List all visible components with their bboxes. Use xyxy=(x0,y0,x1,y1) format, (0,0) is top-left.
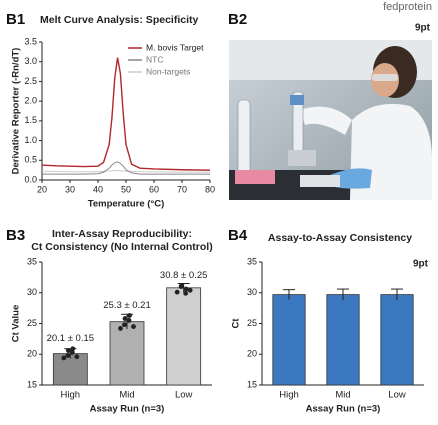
legend-label: Non-targets xyxy=(146,66,190,76)
y-tick-label: 30 xyxy=(27,287,37,297)
x-axis-label: Temperature (°C) xyxy=(88,199,164,210)
x-tick-label: 60 xyxy=(149,184,159,194)
y-axis-label: Derivative Reporter (-Rn/dT) xyxy=(11,48,22,175)
data-point xyxy=(74,354,80,360)
y-tick-label: 15 xyxy=(27,379,37,389)
series-line xyxy=(41,57,211,171)
data-point xyxy=(118,326,123,331)
x-tick-label: 40 xyxy=(93,184,103,194)
x-tick-label: Mid xyxy=(119,390,134,401)
y-tick-label: 35 xyxy=(27,256,37,266)
y-axis-label: Ct xyxy=(231,318,242,329)
legend-label: M. bovis Target xyxy=(146,42,204,52)
data-point xyxy=(183,290,189,296)
x-tick-label: Low xyxy=(388,390,406,401)
value-label: 25.3 ± 0.21 xyxy=(103,300,150,311)
y-tick-label: 30 xyxy=(247,287,257,297)
brand: fedprotein xyxy=(383,1,432,13)
y-tick-label: 20 xyxy=(27,349,37,359)
y-tick-label: 0.0 xyxy=(24,174,37,184)
y-tick-label: 25 xyxy=(27,318,37,328)
panel-label: B1 xyxy=(6,11,25,28)
data-point xyxy=(122,316,128,321)
chart-title: Inter-Assay Reproducibility: xyxy=(52,228,192,240)
data-point xyxy=(131,324,136,329)
bar xyxy=(326,294,360,386)
y-tick-label: 35 xyxy=(247,256,257,266)
x-tick-label: 70 xyxy=(177,184,187,194)
y-tick-label: 1.0 xyxy=(24,135,37,145)
chart-note: 9pt xyxy=(413,259,429,270)
x-tick-label: 20 xyxy=(37,184,47,194)
value-label: 20.1 ± 0.15 xyxy=(47,333,94,344)
chart-title: Melt Curve Analysis: Specificity xyxy=(40,14,198,26)
chart-subtitle: Ct Consistency (No Internal Control) xyxy=(31,241,212,253)
x-tick-label: 80 xyxy=(205,184,215,194)
legend-label: NTC xyxy=(146,54,163,64)
panel-label: B4 xyxy=(228,227,248,244)
data-point xyxy=(126,318,132,323)
panel-label: B2 xyxy=(228,11,247,28)
y-axis-label: Ct Value xyxy=(11,305,22,343)
y-tick-label: 2.0 xyxy=(24,96,37,106)
x-tick-label: 50 xyxy=(121,184,131,194)
photo-note: 9pt xyxy=(415,23,431,34)
value-label: 30.8 ± 0.25 xyxy=(160,270,207,281)
x-tick-label: Mid xyxy=(335,390,350,401)
x-axis-label: Assay Run (n=3) xyxy=(90,404,165,415)
bar xyxy=(166,287,202,386)
bar xyxy=(272,294,306,386)
y-tick-label: 3.5 xyxy=(24,36,37,46)
x-tick-label: Low xyxy=(175,390,193,401)
data-point xyxy=(127,313,132,318)
panel-label: B3 xyxy=(6,227,25,244)
data-point xyxy=(122,322,127,328)
data-point xyxy=(178,284,184,289)
y-tick-label: 2.5 xyxy=(24,76,37,86)
y-tick-label: 15 xyxy=(247,379,257,389)
y-tick-label: 0.5 xyxy=(24,155,37,165)
y-tick-label: 1.5 xyxy=(24,115,37,125)
data-point xyxy=(187,287,193,293)
data-point xyxy=(65,353,71,358)
data-point xyxy=(61,355,67,361)
y-tick-label: 3.0 xyxy=(24,56,37,66)
series-line xyxy=(42,161,210,175)
data-point xyxy=(70,346,76,352)
x-tick-label: High xyxy=(279,390,299,401)
data-point xyxy=(69,350,75,355)
series-line xyxy=(42,170,210,173)
data-point xyxy=(174,289,180,295)
x-tick-label: High xyxy=(61,390,81,401)
bar xyxy=(109,321,145,386)
bar xyxy=(52,353,88,386)
data-point xyxy=(183,286,189,292)
y-tick-label: 25 xyxy=(247,318,257,328)
data-point xyxy=(65,348,71,353)
y-tick-label: 20 xyxy=(247,349,257,359)
x-axis-label: Assay Run (n=3) xyxy=(306,404,381,415)
lab-photo xyxy=(229,40,432,200)
x-tick-label: 30 xyxy=(65,184,75,194)
bar xyxy=(380,294,414,386)
chart-title: Assay-to-Assay Consistency xyxy=(268,232,412,244)
